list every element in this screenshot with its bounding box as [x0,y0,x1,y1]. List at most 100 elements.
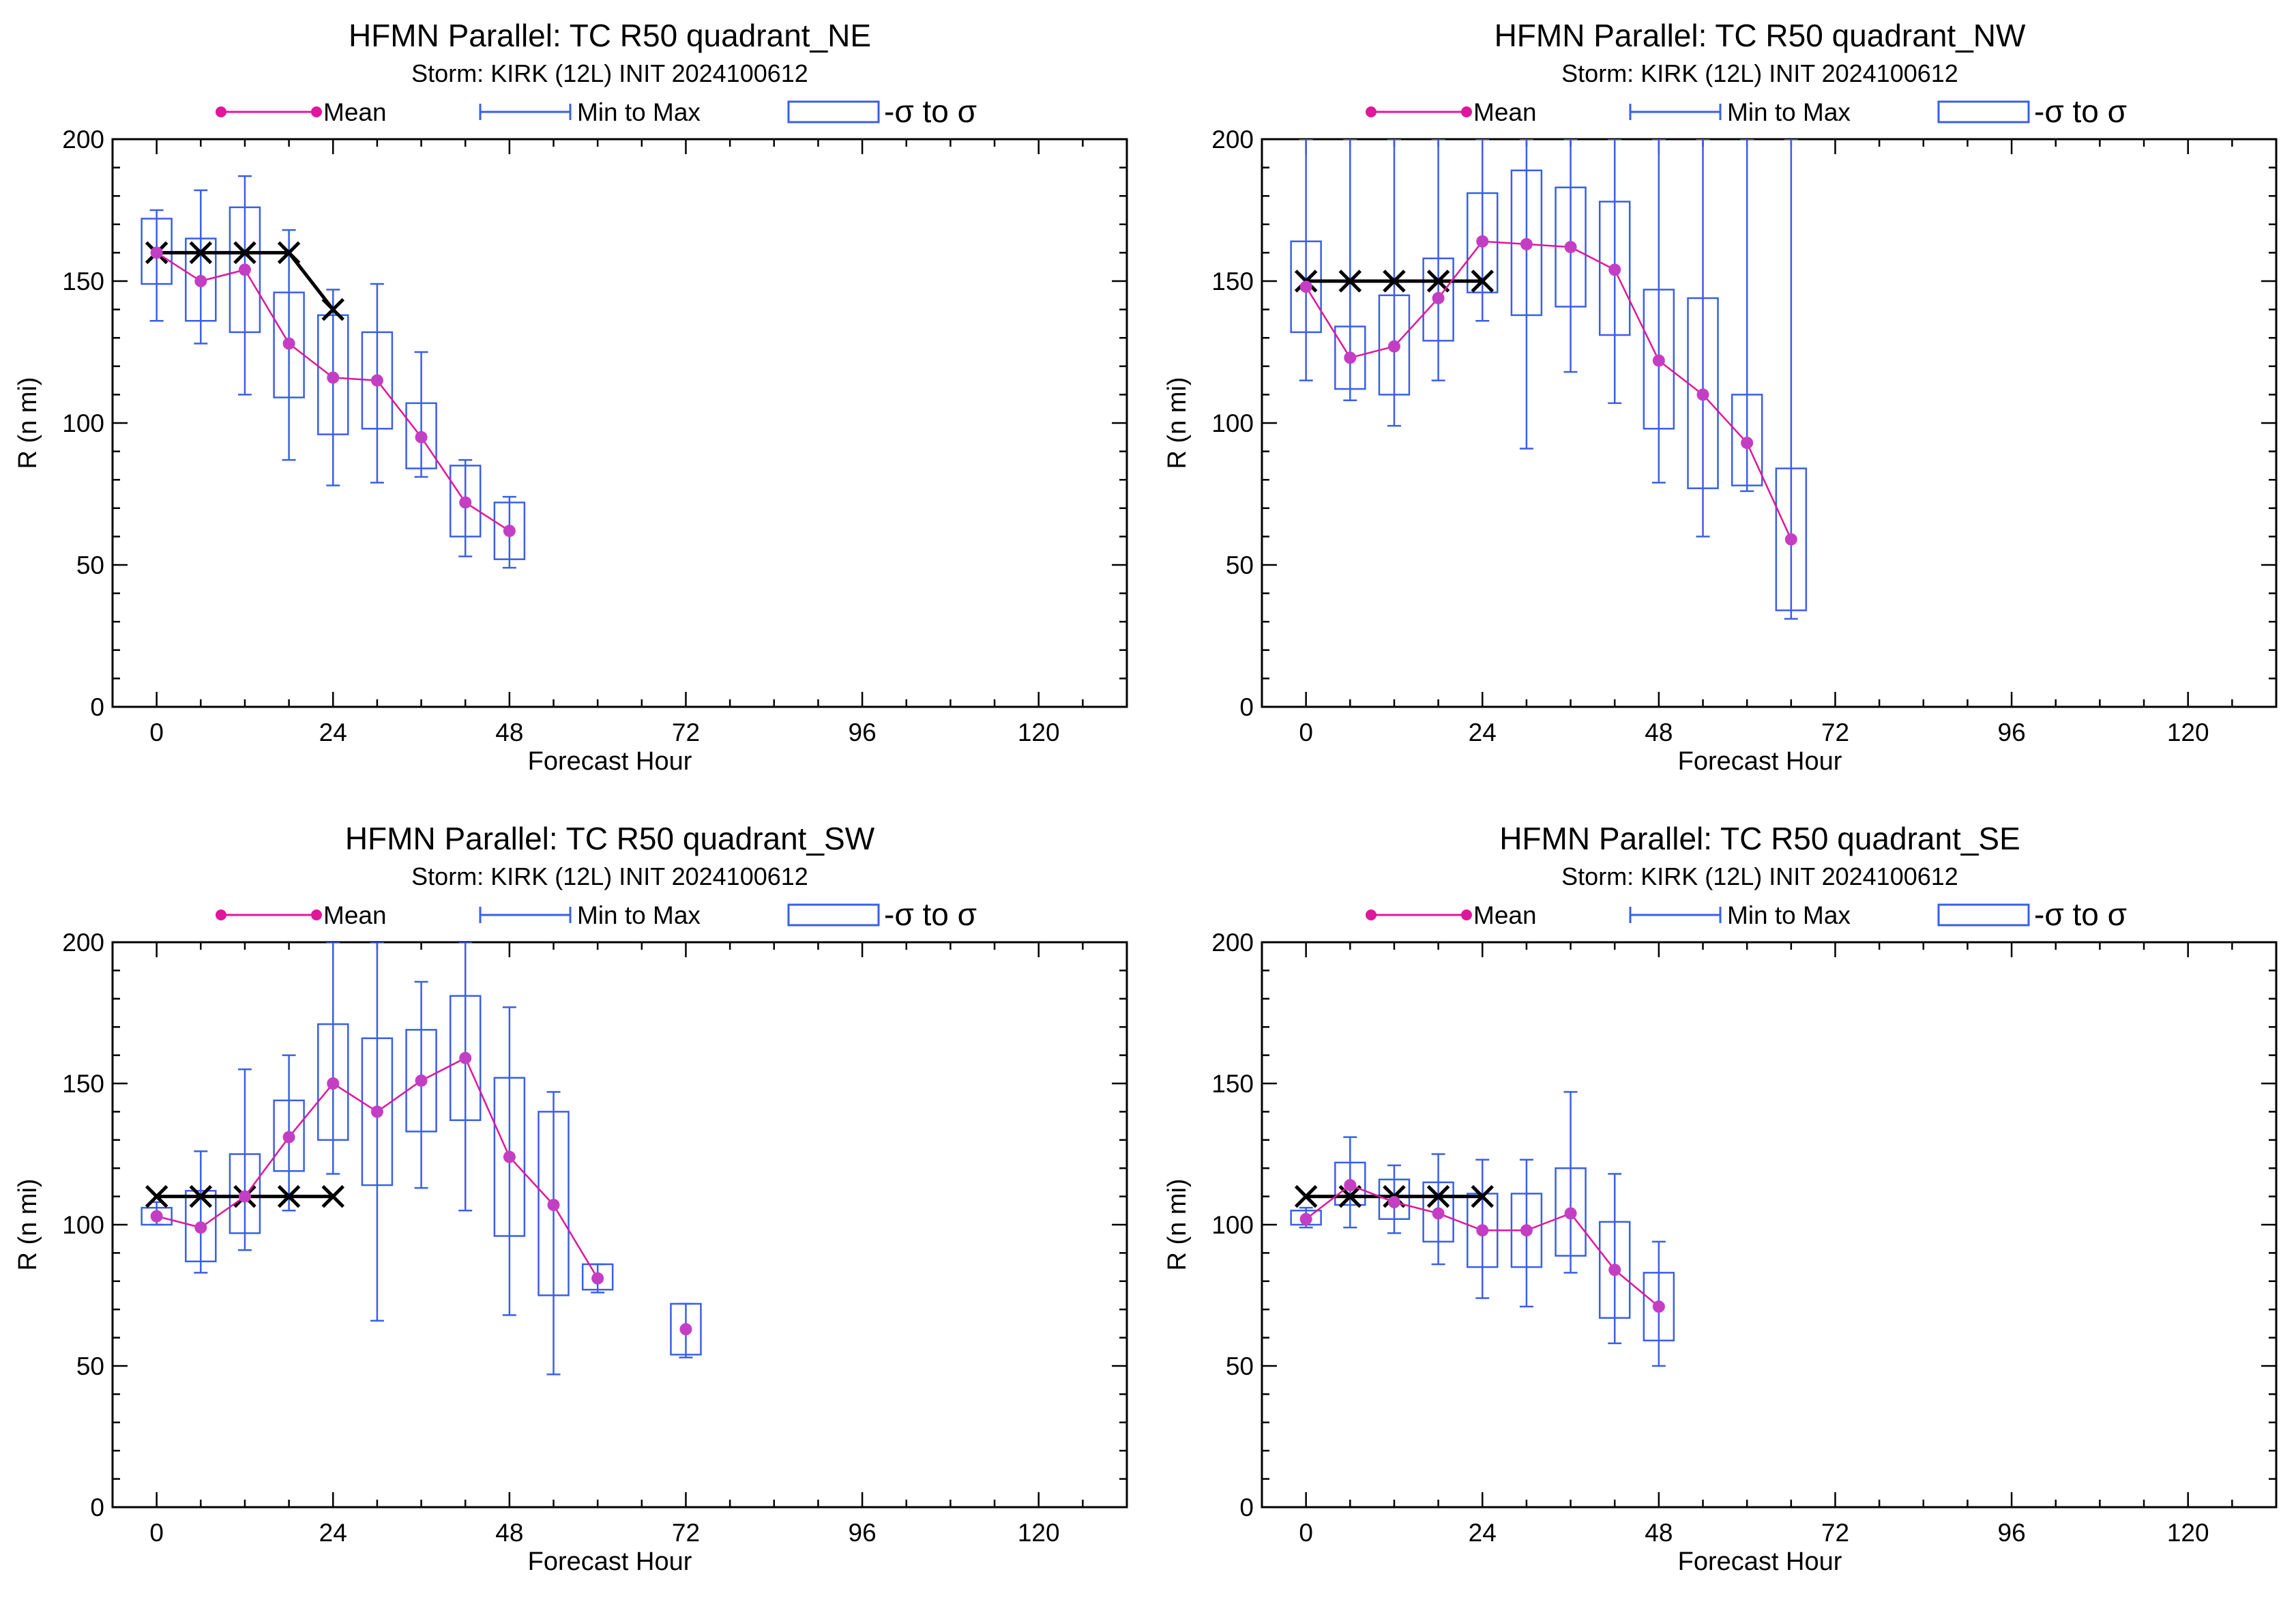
mean-marker [1520,237,1533,250]
x-tick-label: 48 [1645,1519,1673,1547]
x-axis-label: Forecast Hour [1678,1547,1842,1576]
legend-mean-marker-start [1366,909,1377,920]
mean-marker [1741,437,1754,450]
legend-mean-marker-start [216,106,226,117]
mean-marker [1476,235,1489,248]
best-track-marker-b [321,1184,345,1208]
y-tick-label: 150 [62,1070,104,1098]
plot-frame [1261,138,2278,708]
mean-marker [591,1272,604,1285]
x-axis-label: Forecast Hour [528,747,692,776]
legend-sigma-label: -σ to σ [884,93,977,129]
x-tick-label: 0 [149,1519,164,1547]
x-tick-label: 96 [849,718,877,746]
legend-sigma-box [787,903,880,927]
mean-marker [327,371,340,384]
mean-marker [415,1074,428,1087]
best-track-marker-b [1426,1184,1450,1208]
legend-mean-label: Mean [1473,901,1537,929]
mean-marker [1299,280,1312,293]
mean-marker [1696,388,1709,401]
best-track-marker-b [277,241,301,265]
best-track-marker-b [1426,270,1450,293]
mean-line [1305,240,1792,540]
axes: 0 24 48 72 96 120 0 50 100 150 200 Forecast Hour R (… [1163,929,2278,1576]
plot-frame [111,941,1128,1509]
mean-marker [370,374,383,387]
y-axis-label: R (n mi) [1163,1178,1192,1270]
legend-minmax-label: Min to Max [1727,98,1851,126]
mean-marker [503,525,516,538]
legend-mean-label: Mean [1473,98,1537,126]
legend-minmax-label: Min to Max [1727,901,1851,929]
legend-mean-label: Mean [323,901,387,929]
x-tick-label: 72 [672,1519,700,1547]
y-tick-label: 0 [1239,1494,1254,1521]
mean-marker [238,1190,251,1203]
mean-marker [459,496,472,509]
best-track-marker-b [145,1184,168,1208]
x-tick-label: 96 [1998,718,2026,746]
legend-minmax-label: Min to Max [577,901,701,929]
mean-marker [679,1323,692,1336]
y-tick-label: 200 [62,929,104,957]
best-track-marker-b [277,1184,301,1208]
chart-title: HFMN Parallel: TC R50 quadrant_NW [1495,18,2026,53]
legend-sigma-label: -σ to σ [2034,897,2127,932]
data-area [1290,139,1808,620]
x-tick-label: 120 [2167,718,2209,746]
y-tick-label: 100 [1211,1211,1254,1239]
y-tick-label: 50 [76,551,104,579]
y-tick-label: 100 [1211,409,1254,437]
legend: Mean Min to Max -σ to σ [216,93,977,129]
axes: 0 24 48 72 96 120 0 50 100 150 200 Forecast Hour R (… [14,126,1128,776]
mean-marker [370,1105,383,1118]
x-tick-label: 24 [1469,718,1497,746]
mean-marker [1344,351,1357,364]
legend-sigma-box [1937,100,2030,123]
mean-marker [1476,1224,1489,1237]
legend-mean-marker-start [1366,106,1377,117]
legend-minmax-label: Min to Max [577,98,701,126]
y-tick-label: 0 [90,693,104,721]
legend-mean-marker-end [311,106,322,117]
legend-sigma-label: -σ to σ [2034,93,2127,129]
y-tick-label: 100 [62,1211,104,1239]
mean-marker [1387,340,1400,353]
mean-marker [503,1150,516,1163]
x-tick-label: 96 [849,1519,877,1547]
mean-marker [1432,291,1445,304]
best-track-marker-b [189,1184,213,1208]
best-track-marker-b [233,241,256,265]
y-axis-label: R (n mi) [14,377,42,469]
x-tick-label: 72 [672,718,700,746]
x-tick-label: 0 [1299,1519,1313,1547]
y-tick-label: 200 [1211,929,1254,957]
mean-marker [1564,1207,1577,1220]
best-track-marker-b [1383,270,1406,293]
data-area [1290,1091,1675,1367]
mean-marker [1652,354,1665,367]
x-axis-label: Forecast Hour [528,1547,692,1576]
legend-mean-marker-start [216,909,226,920]
axes: 0 24 48 72 96 120 0 50 100 150 200 Forecast Hour R (… [14,929,1128,1576]
y-tick-label: 150 [1211,1070,1254,1098]
mean-marker [1564,241,1577,254]
mean-marker [194,1221,207,1234]
best-track-marker-b [1338,270,1362,293]
mean-marker [1608,263,1621,276]
mean-marker [150,246,163,259]
x-tick-label: 48 [495,1519,523,1547]
y-axis-label: R (n mi) [1163,377,1192,469]
chart-title: HFMN Parallel: TC R50 quadrant_NE [349,18,871,53]
x-tick-label: 0 [149,718,164,746]
chart-subtitle: Storm: KIRK (12L) INIT 2024100612 [411,59,808,87]
mean-marker [547,1199,560,1212]
y-tick-label: 50 [76,1352,104,1380]
mean-marker [1299,1212,1312,1225]
chart-subtitle: Storm: KIRK (12L) INIT 2024100612 [1561,862,1958,890]
x-tick-label: 24 [319,718,347,746]
legend-mean-label: Mean [323,98,387,126]
mean-marker [1608,1264,1621,1277]
mean-marker [150,1210,163,1223]
